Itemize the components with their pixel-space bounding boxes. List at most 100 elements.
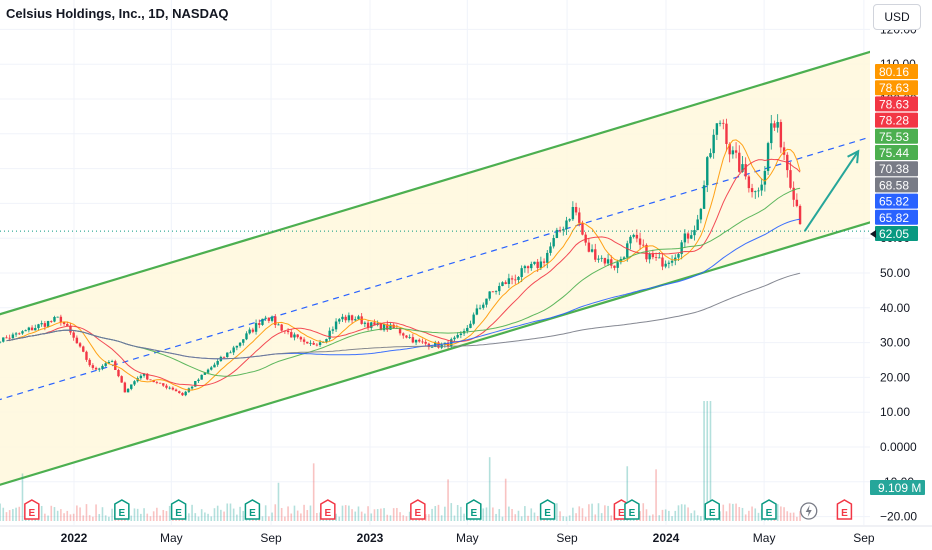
chart-title: Celsius Holdings, Inc., 1D, NASDAQ — [6, 6, 229, 21]
candle-body — [517, 276, 520, 280]
time-tick-label: May — [160, 531, 183, 545]
candle-body — [552, 237, 555, 247]
volume-bar — [63, 513, 65, 521]
price-tag-box — [875, 226, 918, 241]
price-tag-label: 75.53 — [879, 130, 909, 144]
channel-fill — [0, 50, 876, 485]
volume-bar — [47, 515, 49, 521]
candle-body — [248, 329, 251, 334]
volume-bar — [213, 508, 216, 521]
volume-bar — [792, 512, 795, 521]
earnings-marker[interactable]: E — [114, 499, 130, 520]
earnings-marker-shape — [320, 499, 336, 520]
price-tag-label: 78.28 — [879, 114, 909, 128]
volume-bar — [642, 503, 645, 521]
volume-bar — [786, 511, 789, 521]
volume-bar — [402, 515, 405, 521]
candle-body — [254, 323, 258, 332]
earnings-marker[interactable]: E — [466, 499, 482, 520]
ma-line — [6, 158, 801, 387]
candle-body — [21, 331, 24, 334]
earnings-marker[interactable]: E — [244, 499, 261, 520]
volume-bar — [392, 508, 395, 521]
earnings-marker[interactable]: E — [24, 499, 40, 520]
candle-body — [382, 324, 386, 331]
volume-bar — [136, 508, 139, 521]
volume-bar — [607, 505, 609, 521]
candle-body — [523, 266, 527, 269]
price-tag-label: 75.44 — [879, 146, 909, 160]
volume-bar — [460, 506, 462, 521]
candle-body — [453, 337, 456, 340]
volume-bar — [85, 504, 88, 521]
candle-body — [184, 391, 187, 396]
candle-body — [498, 285, 501, 292]
candle-body — [286, 330, 290, 333]
volume-bar — [440, 515, 443, 521]
volume-bar — [568, 515, 571, 521]
earnings-marker[interactable]: E — [539, 499, 556, 520]
candle-body — [494, 291, 498, 292]
candle-body — [690, 235, 693, 239]
earnings-marker[interactable]: E — [836, 499, 853, 520]
volume-bar — [536, 515, 539, 521]
earnings-marker[interactable]: E — [170, 499, 187, 520]
candle-body — [56, 316, 59, 318]
candle-body — [389, 324, 392, 330]
volume-bar — [757, 512, 760, 521]
candle-body — [98, 368, 101, 370]
volume-bar — [725, 511, 728, 521]
volume-bar — [424, 514, 427, 521]
earnings-marker[interactable]: E — [410, 499, 426, 520]
volume-bar — [738, 507, 741, 521]
volume-bar — [396, 507, 398, 521]
earnings-marker[interactable]: E — [320, 499, 336, 520]
earnings-marker-shape — [244, 499, 261, 520]
volume-bar — [706, 401, 709, 521]
time-tick-label: 2024 — [653, 531, 680, 545]
candle-body — [795, 199, 799, 206]
volume-bar — [216, 505, 219, 521]
candle-body — [702, 185, 706, 209]
candle-body — [2, 337, 5, 342]
volume-bar — [684, 504, 686, 521]
price-tag-box — [875, 161, 918, 177]
candle-body — [261, 318, 264, 325]
volume-bar — [661, 509, 664, 521]
candle-body — [328, 330, 331, 339]
ma-line — [6, 272, 801, 360]
volume-bar — [15, 507, 17, 521]
candle-body — [146, 373, 149, 380]
volume-bar — [152, 511, 155, 521]
candle-body — [600, 257, 603, 259]
candle-body — [229, 352, 232, 354]
earnings-marker[interactable]: E — [761, 499, 777, 520]
candle-body — [235, 345, 239, 348]
currency-button[interactable]: USD — [873, 4, 921, 30]
earnings-marker[interactable]: E — [624, 499, 640, 520]
candle-body — [299, 337, 303, 340]
earnings-marker-label: E — [766, 508, 773, 519]
volume-bar — [588, 504, 590, 521]
volume-bar — [508, 506, 510, 521]
earnings-marker-shape — [466, 499, 482, 520]
candle-body — [754, 191, 757, 193]
candle-body — [635, 234, 639, 239]
candle-body — [405, 335, 408, 338]
volume-bar — [373, 509, 376, 521]
candle-body — [200, 374, 203, 380]
volume-bar — [149, 516, 152, 521]
candle-body — [798, 205, 802, 225]
candle-body — [645, 244, 648, 260]
volume-bar — [101, 507, 104, 521]
volume-bar — [408, 511, 411, 521]
candle-body — [302, 339, 306, 342]
candle-body — [651, 253, 655, 258]
time-axis[interactable]: 2022 May Sep 2023 May Sep 2024 May Sep — [0, 525, 932, 550]
earnings-marker[interactable]: E — [704, 499, 720, 520]
volume-bar — [40, 505, 43, 521]
candle-body — [622, 257, 626, 260]
candle-body — [642, 244, 645, 246]
volume-bar — [680, 504, 683, 521]
